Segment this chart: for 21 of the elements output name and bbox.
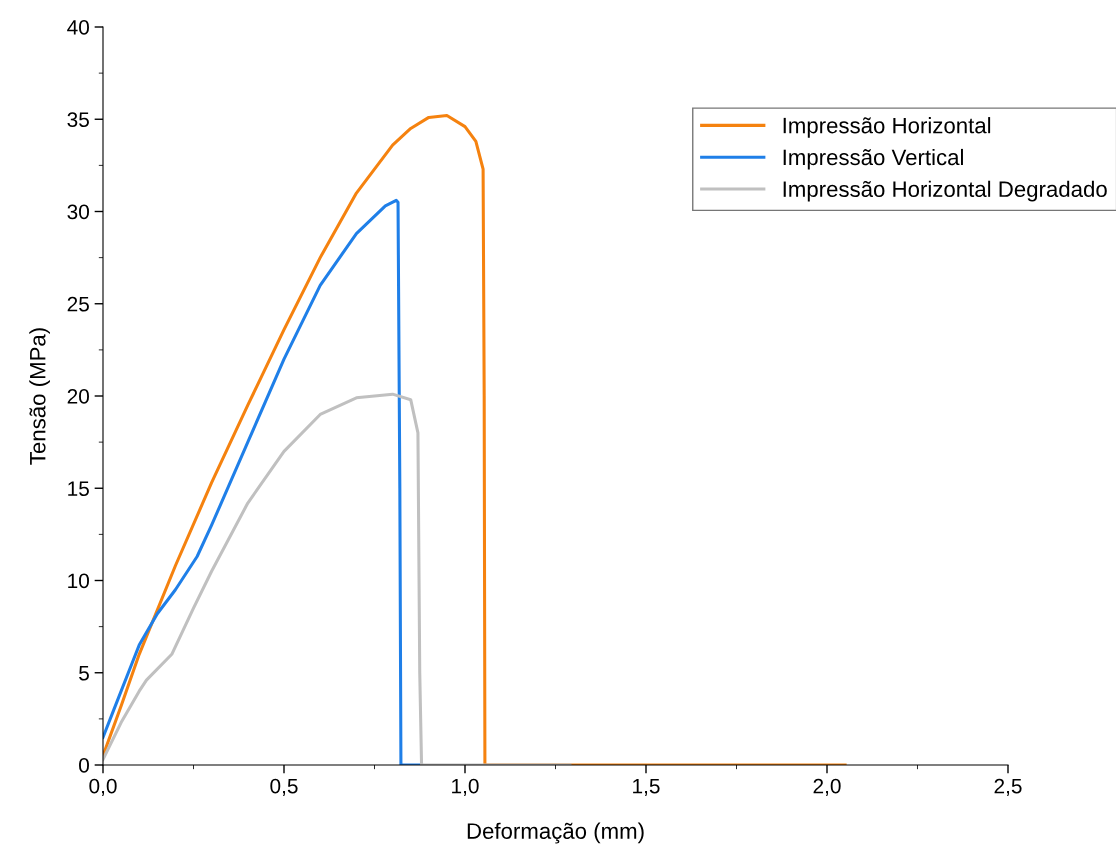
y-tick-label: 10 xyxy=(68,573,89,589)
legend-label: Impressão Horizontal Degradado xyxy=(783,180,1107,202)
y-tick-label: 40 xyxy=(67,20,89,35)
x-axis-title: Deformação (mm) xyxy=(467,822,644,844)
y-tick-label: 35 xyxy=(67,112,89,127)
legend-label: Impressão Horizontal xyxy=(783,117,991,138)
x-tick-label: 1,5 xyxy=(633,778,660,796)
y-tick-label: 5 xyxy=(79,665,89,681)
y-tick-label: 15 xyxy=(68,481,89,496)
x-tick-label: 0,5 xyxy=(270,778,298,796)
y-tick-label: 0 xyxy=(79,758,89,773)
line-series xyxy=(103,392,572,765)
y-axis-title: Tensão (MPa) xyxy=(29,328,50,465)
y-tick-label: 20 xyxy=(67,389,89,404)
y-tick-label: 25 xyxy=(67,296,89,312)
x-tick-label: 2,5 xyxy=(994,778,1022,796)
y-tick-label: 30 xyxy=(67,204,89,220)
x-tick-label: 2,0 xyxy=(813,778,841,796)
legend-label: Impressão Vertical xyxy=(783,148,963,170)
x-tick-label: 0,0 xyxy=(89,778,117,796)
x-tick-label: 1,0 xyxy=(452,778,479,796)
